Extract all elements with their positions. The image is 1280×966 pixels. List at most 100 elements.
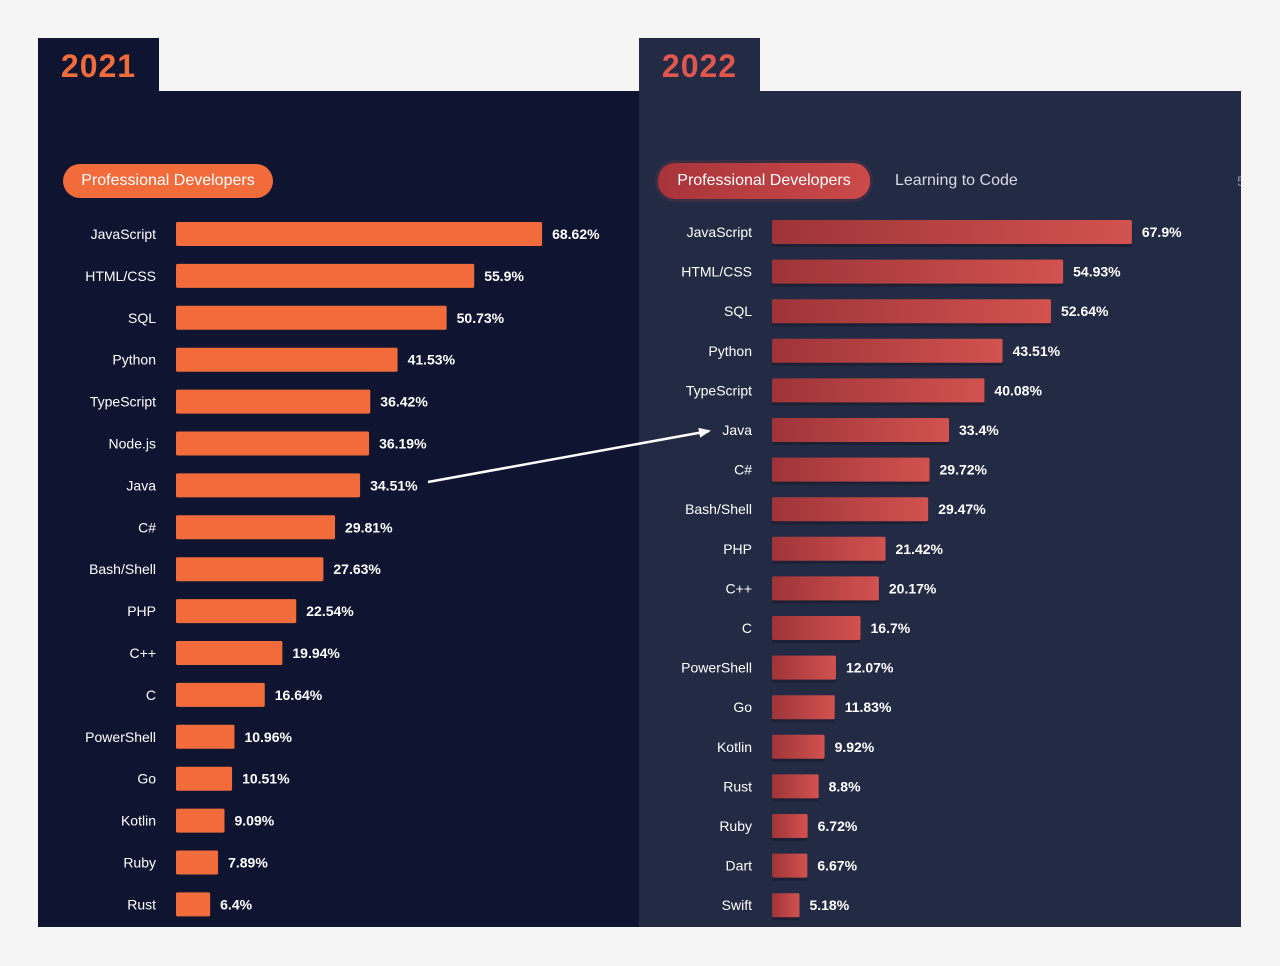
- bar2021-label-sql: SQL: [128, 310, 156, 326]
- bar2021-label-bash-shell: Bash/Shell: [89, 561, 156, 577]
- bar2021-label-php: PHP: [127, 603, 156, 619]
- tab-more-glimpse[interactable]: 5: [1237, 173, 1241, 189]
- java-arrow-line: [427, 427, 711, 484]
- bar2021-bar-cplusplus[interactable]: [176, 641, 283, 665]
- bar2021-bar-go[interactable]: [176, 766, 233, 791]
- bar2021-value-ruby: 7.89%: [228, 855, 268, 871]
- bar2022-bar-php[interactable]: [772, 536, 886, 561]
- bar2022-bar-powershell[interactable]: [772, 655, 836, 680]
- bar2022-value-powershell: 12.07%: [846, 660, 894, 676]
- bar2022-value-java: 33.4%: [959, 422, 999, 438]
- bar2021-value-powershell: 10.96%: [244, 729, 292, 745]
- bar2021-bar-html-css[interactable]: [176, 263, 475, 288]
- bar2022-bar-bash-shell[interactable]: [772, 497, 929, 522]
- bar2021-bar-javascript[interactable]: [176, 222, 543, 246]
- bar2022-value-ruby: 6.72%: [818, 818, 858, 834]
- bar2022-label-html-css: HTML/CSS: [681, 264, 752, 280]
- bar2021-label-csharp: C#: [138, 519, 156, 535]
- bar2022-label-cplusplus: C++: [726, 580, 752, 596]
- bar2022-label-java: Java: [722, 422, 752, 438]
- bar2021-label-javascript: JavaScript: [91, 226, 156, 242]
- panel-2022-body: Professional Developers Learning to Code…: [639, 91, 1241, 927]
- bar2021-value-sql: 50.73%: [457, 310, 505, 326]
- bar2021-value-csharp: 29.81%: [345, 519, 393, 535]
- bar2021-label-rust: Rust: [127, 896, 156, 912]
- bar2021-value-cplusplus: 19.94%: [292, 645, 340, 661]
- bar2022-label-powershell: PowerShell: [681, 660, 752, 676]
- bar2022-value-go: 11.83%: [845, 699, 892, 715]
- tab-professional-developers-2022[interactable]: Professional Developers: [658, 163, 870, 199]
- bar2021-label-cplusplus: C++: [130, 645, 156, 661]
- bar2021-value-go: 10.51%: [242, 771, 290, 787]
- bar2021-value-kotlin: 9.09%: [234, 813, 274, 829]
- bar2021-bar-c[interactable]: [176, 682, 265, 707]
- bar2021-value-typescript: 36.42%: [380, 394, 428, 410]
- bar2021-bar-python[interactable]: [176, 347, 398, 372]
- bar2021-label-powershell: PowerShell: [85, 729, 156, 745]
- bar2022-bar-go[interactable]: [772, 695, 835, 720]
- bar2022-label-typescript: TypeScript: [686, 382, 752, 398]
- bar2021-label-kotlin: Kotlin: [121, 813, 156, 829]
- bar2021-value-javascript: 68.62%: [552, 226, 600, 242]
- bar2021-label-node-js: Node.js: [109, 436, 156, 452]
- bar2021-bar-node-js[interactable]: [176, 431, 370, 456]
- bar2021-value-c: 16.64%: [275, 687, 323, 703]
- bar2022-bar-rust[interactable]: [772, 774, 819, 799]
- bar2022-bar-c[interactable]: [772, 616, 861, 640]
- bar2022-label-ruby: Ruby: [719, 818, 752, 834]
- bar2022-bar-cplusplus[interactable]: [772, 576, 879, 601]
- bar2022-bar-sql[interactable]: [772, 299, 1051, 324]
- bar2021-bar-kotlin[interactable]: [176, 808, 225, 833]
- bar2022-label-go: Go: [733, 699, 752, 715]
- year-2022-heading: 2022: [639, 38, 760, 94]
- bar2022-bar-swift[interactable]: [772, 893, 800, 918]
- bar2021-label-python: Python: [112, 352, 156, 368]
- tab-professional-developers-2021[interactable]: Professional Developers: [63, 164, 273, 198]
- bar2021-bar-java[interactable]: [176, 473, 361, 498]
- bar2021-bar-rust[interactable]: [176, 892, 211, 917]
- bar2021-value-python: 41.53%: [408, 352, 456, 368]
- bar2022-label-dart: Dart: [726, 858, 753, 874]
- bar2022-svg: JavaScript 67.9% HTML/CSS 54.93% SQL 52.64% Py…: [681, 220, 1182, 921]
- bar2022-value-kotlin: 9.92%: [835, 739, 875, 755]
- panel-2022: 2022 Professional Developers Learning to…: [639, 38, 1241, 927]
- bar2022-label-bash-shell: Bash/Shell: [685, 501, 752, 517]
- bar2021-value-rust: 6.4%: [220, 896, 252, 912]
- bar2022-value-c: 16.7%: [871, 620, 911, 636]
- bar2021-bar-powershell[interactable]: [176, 724, 235, 749]
- bar2022-value-typescript: 40.08%: [994, 382, 1042, 398]
- bar2022-value-swift: 5.18%: [809, 897, 849, 913]
- bar2021-bar-php[interactable]: [176, 599, 297, 624]
- bar2022-bar-ruby[interactable]: [772, 814, 808, 838]
- bar2021-bar-csharp[interactable]: [176, 515, 336, 540]
- bar2021-label-java: Java: [126, 477, 156, 493]
- bar2022-bar-java[interactable]: [772, 418, 950, 442]
- bar2021-value-html-css: 55.9%: [484, 268, 524, 284]
- bar2021-bar-typescript[interactable]: [176, 389, 371, 414]
- bar2022-bar-kotlin[interactable]: [772, 734, 825, 759]
- bar2022-bar-python[interactable]: [772, 338, 1003, 363]
- chart-2022: JavaScript 67.9% HTML/CSS 54.93% SQL 52.64% Py…: [639, 91, 1241, 927]
- bar2022-bar-typescript[interactable]: [772, 378, 985, 403]
- bar2021-label-go: Go: [137, 771, 156, 787]
- tab-learning-to-code[interactable]: Learning to Code: [895, 172, 1018, 189]
- bar2021-bar-ruby[interactable]: [176, 850, 219, 875]
- bar2021-bar-sql[interactable]: [176, 305, 447, 330]
- bar2022-label-javascript: JavaScript: [687, 224, 752, 240]
- bar2022-bar-javascript[interactable]: [772, 220, 1132, 244]
- bar2022-bar-csharp[interactable]: [772, 457, 930, 482]
- bar2021-svg: JavaScript 68.62% HTML/CSS 55.9% SQL 50.73% Py…: [85, 222, 600, 917]
- year-2021-heading: 2021: [38, 38, 159, 94]
- bar2022-label-c: C: [742, 620, 752, 636]
- bar2022-label-php: PHP: [723, 541, 752, 557]
- bar2021-value-bash-shell: 27.63%: [333, 561, 381, 577]
- bar2021-value-java: 34.51%: [370, 477, 418, 493]
- bar2022-value-rust: 8.8%: [829, 778, 861, 794]
- panel-2021-body: Professional Developers JavaScript 68.62%…: [38, 91, 639, 927]
- bar2022-value-python: 43.51%: [1013, 343, 1061, 359]
- bar2022-bar-html-css[interactable]: [772, 259, 1064, 284]
- bar2022-bar-dart[interactable]: [772, 853, 808, 878]
- bar2021-label-typescript: TypeScript: [90, 394, 156, 410]
- bar2021-bar-bash-shell[interactable]: [176, 557, 324, 582]
- bar2022-label-rust: Rust: [723, 778, 752, 794]
